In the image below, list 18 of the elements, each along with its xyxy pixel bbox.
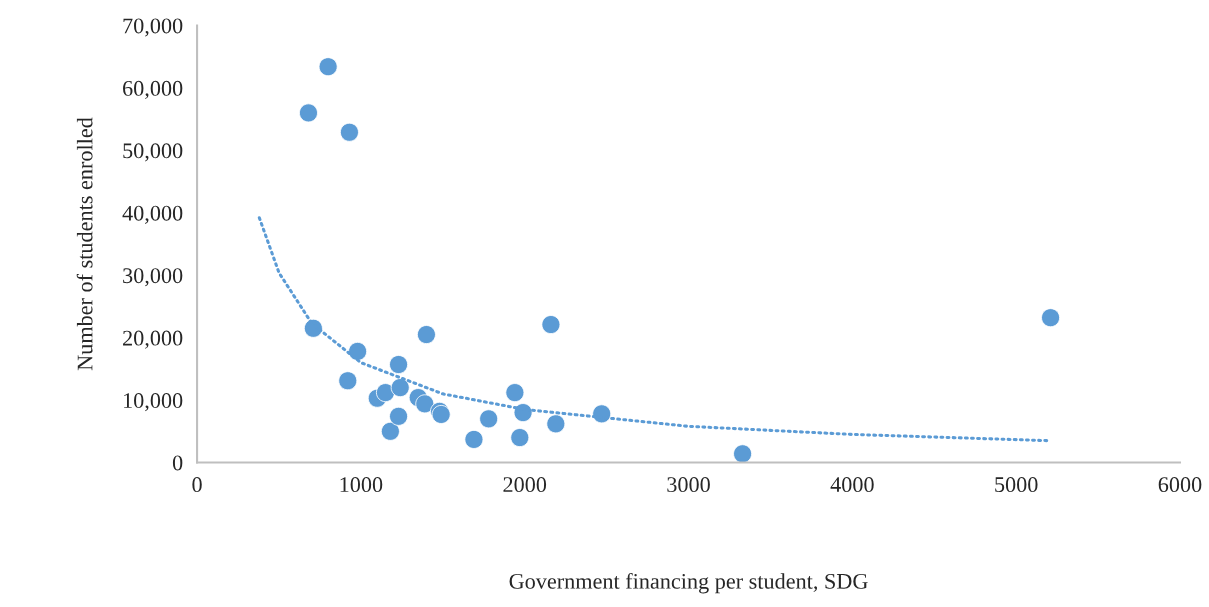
x-tick-label: 3000 xyxy=(667,477,710,493)
x-axis-title: Government financing per student, SDG xyxy=(509,572,868,594)
y-tick-label: 60,000 xyxy=(123,80,183,100)
y-tick-label: 30,000 xyxy=(123,268,183,287)
y-axis-title: Number of students enrolled xyxy=(76,117,93,371)
x-tick-label: 0 xyxy=(192,477,202,493)
y-tick-label: 0 xyxy=(172,455,183,471)
y-tick-label: 10,000 xyxy=(124,393,183,412)
x-tick-label: 2000 xyxy=(503,477,547,493)
y-tick-label: 20,000 xyxy=(123,330,183,349)
y-tick-label: 50,000 xyxy=(123,143,183,162)
x-tick-label: 1000 xyxy=(340,477,383,493)
x-tick-label: 5000 xyxy=(995,477,1038,493)
x-tick-label: 6000 xyxy=(1158,477,1202,493)
line-series xyxy=(257,216,1051,443)
y-tick-label: 70,000 xyxy=(123,18,183,37)
x-tick-label: 4000 xyxy=(830,477,874,493)
y-tick-label: 40,000 xyxy=(122,205,183,224)
